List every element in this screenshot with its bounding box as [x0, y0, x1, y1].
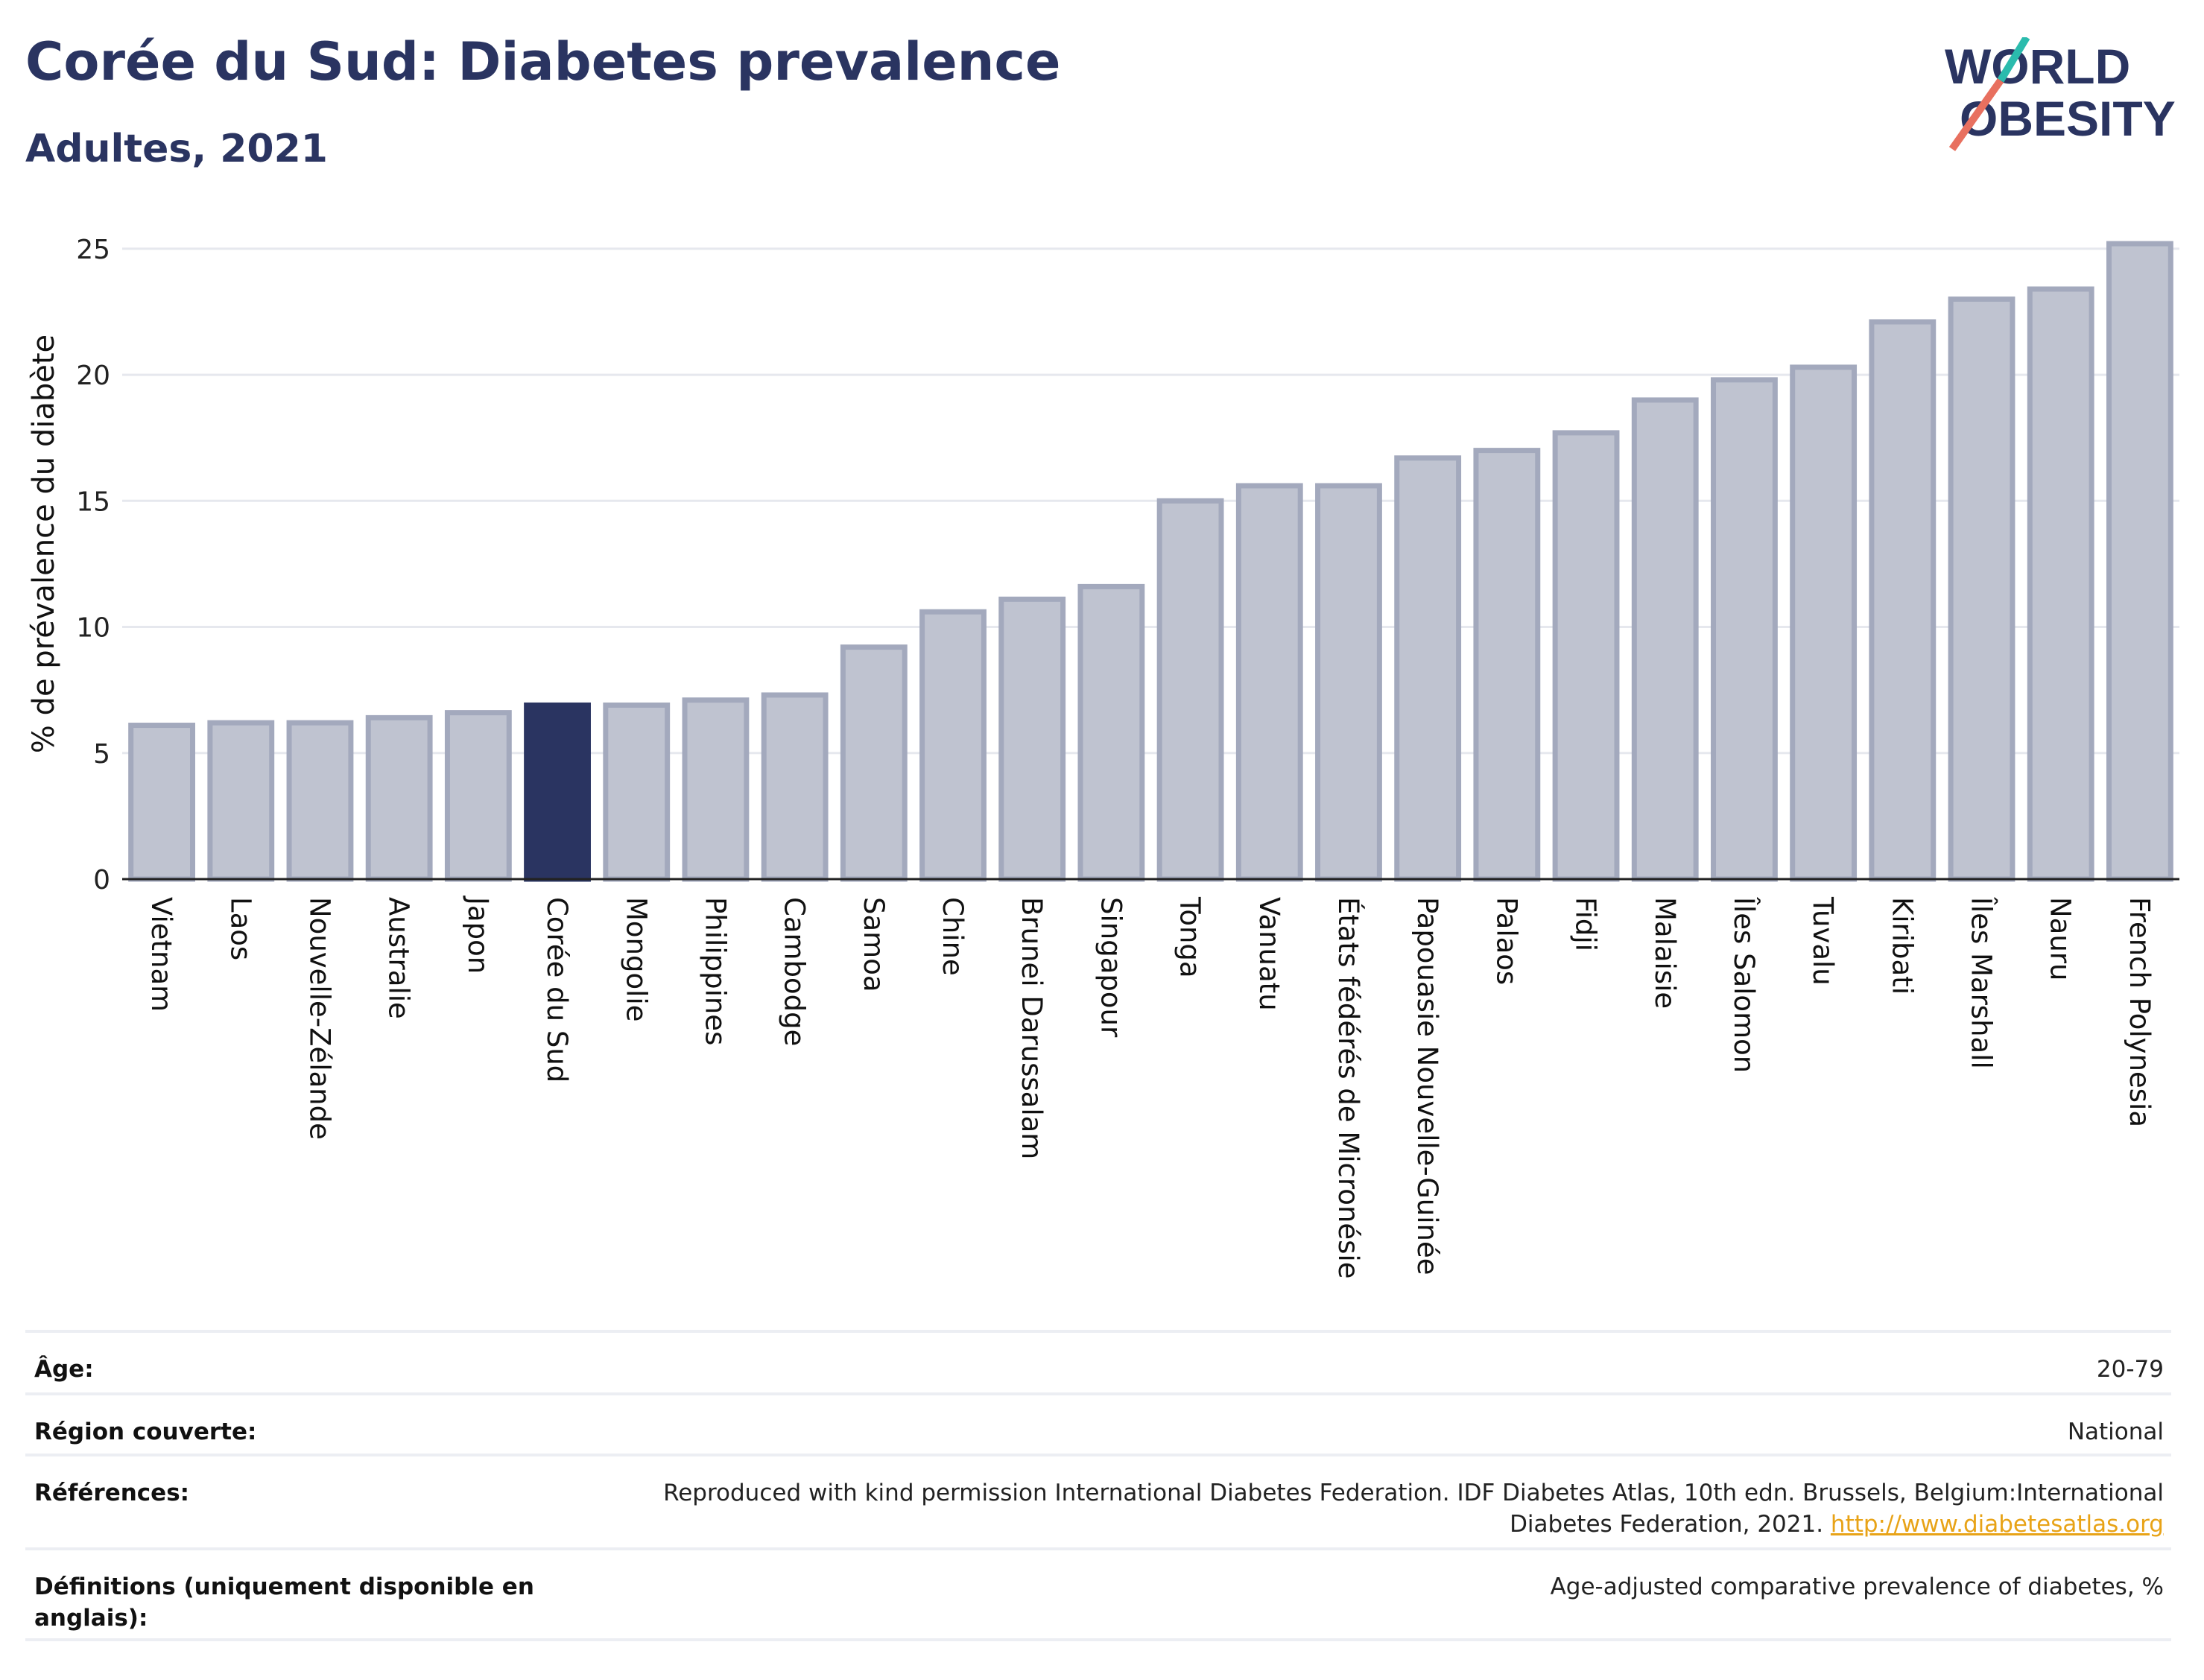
chart-subtitle: Adultes, 2021 — [25, 127, 328, 171]
x-tick-label: Singapour — [1095, 897, 1127, 1038]
bar — [2027, 286, 2094, 882]
x-tick-label: Australie — [383, 897, 415, 1019]
y-tick-label: 20 — [76, 361, 110, 391]
meta-row-references: Références: Reproduced with kind permiss… — [25, 1454, 2171, 1547]
bar — [603, 702, 671, 882]
x-tick-label: Philippines — [699, 897, 731, 1045]
logo-line2: OBESITY — [1960, 91, 2176, 146]
bar — [1394, 455, 1462, 882]
x-tick-label: Laos — [224, 897, 256, 960]
x-tick-label: Kiribati — [1886, 897, 1918, 995]
x-tick-label: Tonga — [1174, 896, 1206, 978]
x-tick-label: Mongolie — [620, 897, 652, 1021]
bar — [1790, 364, 1858, 882]
x-tick-label: French Polynesia — [2124, 897, 2156, 1127]
references-text: Reproduced with kind permission Internat… — [663, 1480, 2164, 1538]
x-tick-label: Tuvalu — [1807, 896, 1839, 986]
x-tick-label: Chine — [937, 897, 969, 976]
bar — [1948, 297, 2015, 882]
bar — [1711, 377, 1778, 882]
bar — [444, 710, 512, 882]
bar — [761, 692, 829, 882]
x-tick-label: Palaos — [1490, 897, 1522, 985]
meta-row-definitions: Définitions (uniquement disponible en an… — [25, 1547, 2171, 1641]
bar — [365, 714, 433, 882]
bar — [1473, 448, 1541, 882]
x-tick-label: Cambodge — [779, 897, 811, 1046]
bar — [524, 702, 591, 882]
meta-row-region: Région couverte: National — [25, 1392, 2171, 1454]
meta-label-region: Région couverte: — [34, 1419, 257, 1445]
meta-value-age: 20-79 — [2096, 1356, 2164, 1383]
bar — [2106, 241, 2173, 882]
references-link[interactable]: http://www.diabetesatlas.org — [1830, 1511, 2164, 1538]
y-tick-label: 5 — [93, 739, 110, 770]
logo-slash-top — [1997, 37, 2030, 83]
y-tick-label: 15 — [76, 486, 110, 517]
bar — [682, 697, 750, 882]
meta-label-definitions: Définitions (uniquement disponible en an… — [34, 1573, 534, 1632]
x-tick-label: Nauru — [2045, 897, 2077, 980]
bar — [1156, 498, 1224, 882]
bar — [286, 720, 354, 882]
bar — [207, 720, 275, 882]
x-tick-label: Malaisie — [1649, 897, 1681, 1009]
bar — [998, 596, 1066, 882]
y-tick-label: 10 — [76, 613, 110, 644]
x-tick-label: Corée du Sud — [541, 897, 573, 1083]
metadata-table: Âge: 20-79 Région couverte: National Réf… — [25, 1330, 2171, 1641]
meta-value-region: National — [2067, 1419, 2164, 1445]
world-obesity-logo: WORLD OBESITY — [1945, 37, 2176, 151]
bar — [1631, 397, 1699, 882]
x-tick-label: Nouvelle-Zélande — [303, 897, 335, 1140]
x-tick-label: Papouasie Nouvelle-Guinée — [1411, 897, 1443, 1275]
meta-value-definitions: Age-adjusted comparative prevalence of d… — [1550, 1573, 2164, 1600]
bar — [128, 723, 196, 882]
meta-value-references: Reproduced with kind permission Internat… — [636, 1477, 2164, 1540]
x-tick-label: Vanuatu — [1253, 897, 1285, 1011]
x-tick-label: Japon — [462, 896, 494, 974]
y-axis-label: % de prévalence du diabète — [27, 335, 61, 753]
meta-label-age: Âge: — [34, 1356, 94, 1383]
meta-row-age: Âge: 20-79 — [25, 1330, 2171, 1392]
x-tick-label: Fidji — [1570, 897, 1602, 951]
bar — [919, 609, 987, 882]
y-tick-label: 0 — [93, 865, 110, 896]
bar — [840, 644, 908, 882]
logo-slash-bottom — [1948, 78, 2004, 151]
bar-chart: 0 5 10 15 20 25 % de prévalence du diabète Viet… — [27, 235, 2179, 1278]
bar — [1869, 319, 1937, 882]
x-tick-label: Brunei Darussalam — [1016, 897, 1048, 1159]
x-tick-label: Îles Salomon — [1728, 896, 1761, 1073]
x-tick-label: Samoa — [858, 897, 890, 992]
x-tick-label: Îles Marshall — [1966, 896, 1998, 1069]
bar — [1552, 430, 1620, 882]
meta-label-references: Références: — [34, 1480, 190, 1506]
bar — [1315, 483, 1382, 882]
logo-line1: WORLD — [1945, 39, 2130, 94]
x-tick-label: États fédérés de Micronésie — [1332, 897, 1365, 1278]
y-tick-label: 25 — [76, 235, 110, 265]
bar — [1077, 583, 1145, 882]
x-tick-label: Vietnam — [145, 897, 177, 1012]
chart-title: Corée du Sud: Diabetes prevalence — [25, 31, 1061, 92]
bar — [1235, 483, 1303, 882]
